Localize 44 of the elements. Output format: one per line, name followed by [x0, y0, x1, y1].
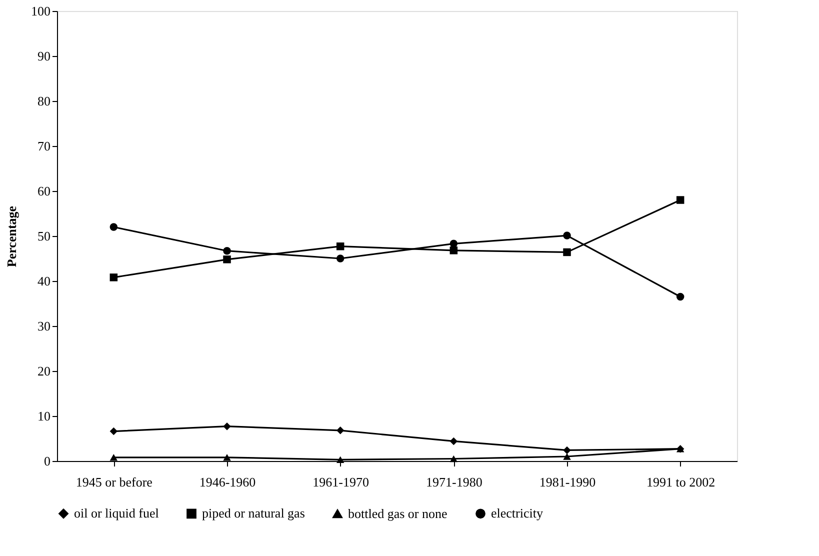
point — [110, 427, 118, 436]
point — [563, 446, 571, 454]
point — [336, 456, 344, 464]
x-tick-label: 1945 or before — [76, 474, 153, 490]
y-tick-label: 70 — [38, 138, 50, 154]
point — [110, 223, 118, 231]
point — [223, 454, 231, 461]
x-tick-label: 1981-1990 — [539, 474, 596, 490]
point — [450, 455, 458, 462]
y-tick-label: 0 — [44, 454, 50, 468]
point — [676, 292, 684, 301]
y-tick-label: 40 — [38, 274, 50, 288]
legend-label: bottled gas or none — [348, 506, 448, 521]
point — [336, 254, 344, 262]
x-tick-label: 1971-1980 — [426, 474, 482, 490]
y-axis-title: Percentage — [4, 206, 19, 268]
point — [223, 422, 231, 430]
y-tick-label: 30 — [38, 318, 50, 334]
point — [450, 437, 458, 446]
point — [563, 453, 571, 460]
point — [223, 246, 231, 255]
x-tick-label: 1961-1970 — [312, 474, 370, 490]
x-tick-label: 1991 to 2002 — [646, 474, 716, 490]
y-tick-label: 20 — [38, 364, 50, 378]
point — [336, 426, 344, 434]
point — [450, 246, 458, 254]
y-tick-label: 50 — [38, 228, 50, 244]
point — [676, 196, 684, 204]
point — [563, 248, 571, 256]
y-tick-label: 10 — [38, 408, 50, 424]
y-tick-label: 100 — [31, 4, 50, 18]
point — [223, 256, 231, 264]
y-tick-label: 80 — [38, 94, 50, 108]
point — [110, 454, 118, 461]
y-tick-label: 60 — [38, 184, 50, 198]
legend-label: piped or natural gas — [202, 506, 305, 521]
x-tick-label: 1946-1960 — [199, 474, 256, 490]
legend-label: electricity — [491, 506, 544, 521]
y-tick-label: 90 — [38, 48, 50, 64]
point — [110, 274, 118, 282]
legend-label: oil or liquid fuel — [74, 506, 160, 521]
point — [450, 240, 458, 248]
point — [336, 242, 344, 250]
point — [563, 232, 571, 240]
